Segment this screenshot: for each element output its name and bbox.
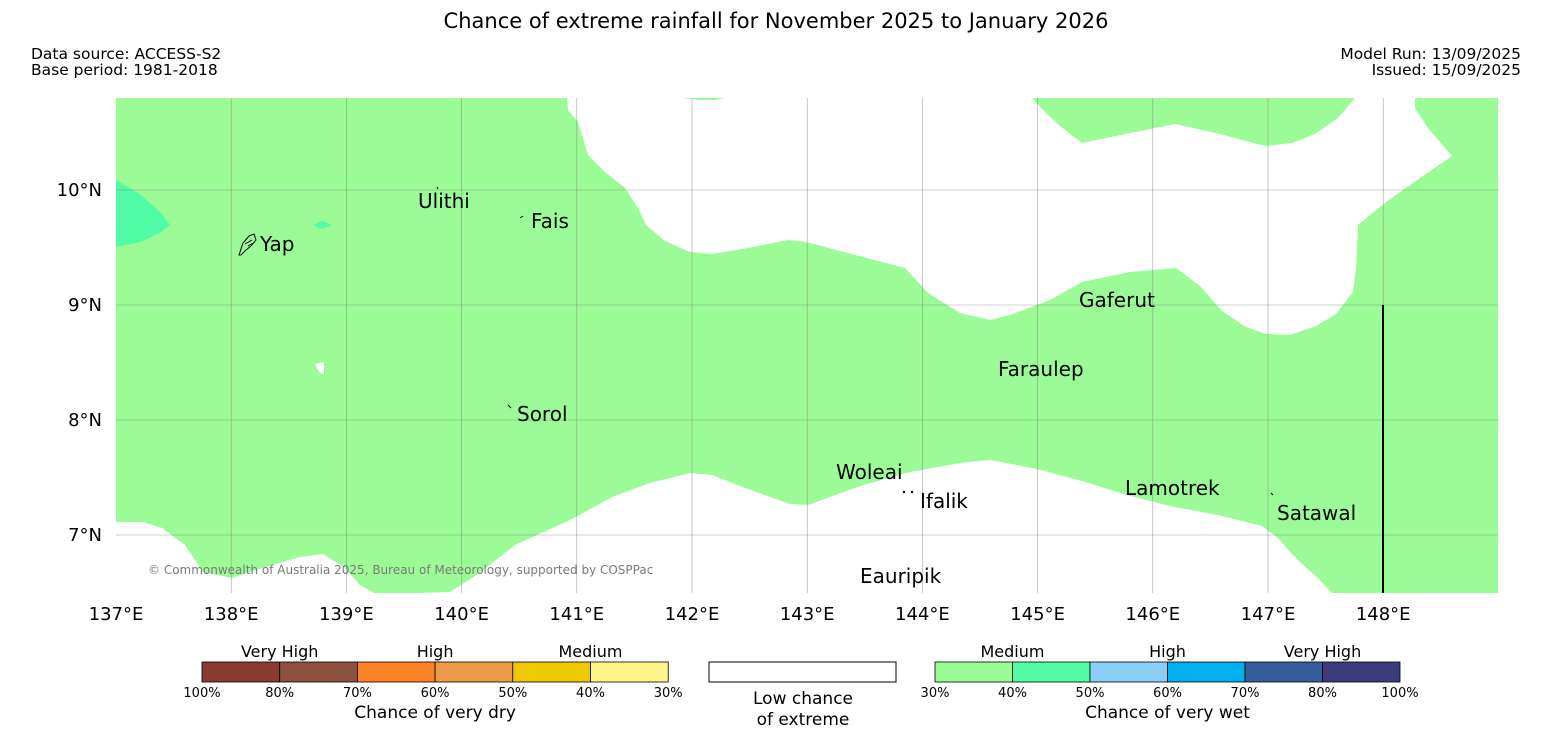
- longitude-label: 138°E: [204, 604, 259, 625]
- map-title: Chance of extreme rainfall for November …: [443, 9, 1109, 33]
- place-ulithi: Ulithi: [418, 189, 470, 213]
- place-sorol: Sorol: [517, 402, 568, 426]
- ifalik-island-2: [910, 490, 914, 494]
- fais-island: [519, 215, 524, 219]
- longitude-label: 141°E: [549, 604, 604, 625]
- latitude-label: 7°N: [68, 525, 102, 546]
- data-source: Data source: ACCESS-S2: [31, 45, 222, 63]
- latitude-labels: 10°N 9°N 8°N 7°N: [57, 180, 102, 546]
- place-woleai: Woleai: [836, 460, 903, 484]
- medium-high-wet-patch: [313, 221, 332, 229]
- longitude-label: 148°E: [1356, 604, 1411, 625]
- data-info: Data source: ACCESS-S2 Base period: 1981…: [31, 46, 221, 78]
- longitude-label: 139°E: [319, 604, 374, 625]
- longitude-label: 137°E: [89, 604, 144, 625]
- longitude-label: 140°E: [434, 604, 489, 625]
- longitude-labels: 137°E 138°E 139°E 140°E 141°E 142°E 143°E 144°E…: [89, 604, 1411, 625]
- place-lamotrek: Lamotrek: [1125, 476, 1220, 500]
- yap-island-outline: [238, 233, 257, 256]
- place-yap: Yap: [259, 232, 294, 256]
- place-faraulep: Faraulep: [998, 357, 1084, 381]
- place-satawal: Satawal: [1277, 501, 1356, 525]
- latitude-label: 10°N: [57, 180, 102, 201]
- model-run: Model Run: 13/09/2025: [1340, 45, 1521, 63]
- place-fais: Fais: [531, 209, 569, 233]
- place-ifalik: Ifalik: [920, 489, 968, 513]
- longitude-label: 146°E: [1125, 604, 1180, 625]
- yap-island-detail: [244, 239, 254, 247]
- place-labels: Ulithi Fais Yap Gaferut Faraulep Sorol W…: [259, 189, 1356, 588]
- ifalik-island-1: [902, 490, 906, 494]
- low-chance-speck: [315, 362, 324, 375]
- ulithi-island: [436, 186, 439, 190]
- latitude-label: 9°N: [68, 295, 102, 316]
- issued-date: Issued: 15/09/2025: [1371, 61, 1521, 79]
- satawal-island: [1270, 492, 1274, 496]
- longitude-label: 145°E: [1010, 604, 1065, 625]
- sorol-island: [507, 404, 512, 409]
- latitude-label: 8°N: [68, 410, 102, 431]
- islands: [238, 186, 1274, 496]
- longitude-label: 147°E: [1241, 604, 1296, 625]
- run-info: Model Run: 13/09/2025 Issued: 15/09/2025: [1340, 46, 1521, 78]
- place-eauripik: Eauripik: [860, 564, 942, 588]
- gridlines: [116, 98, 1498, 593]
- medium-wet-area-ne: [1032, 98, 1355, 146]
- base-period: Base period: 1981-2018: [31, 61, 218, 79]
- medium-high-wet-area: [116, 180, 170, 247]
- copyright-notice: © Commonwealth of Australia 2025, Bureau…: [148, 563, 653, 577]
- longitude-label: 143°E: [780, 604, 835, 625]
- longitude-label: 142°E: [665, 604, 720, 625]
- medium-wet-patch-top: [682, 98, 725, 100]
- longitude-label: 144°E: [895, 604, 950, 625]
- place-gaferut: Gaferut: [1079, 288, 1155, 312]
